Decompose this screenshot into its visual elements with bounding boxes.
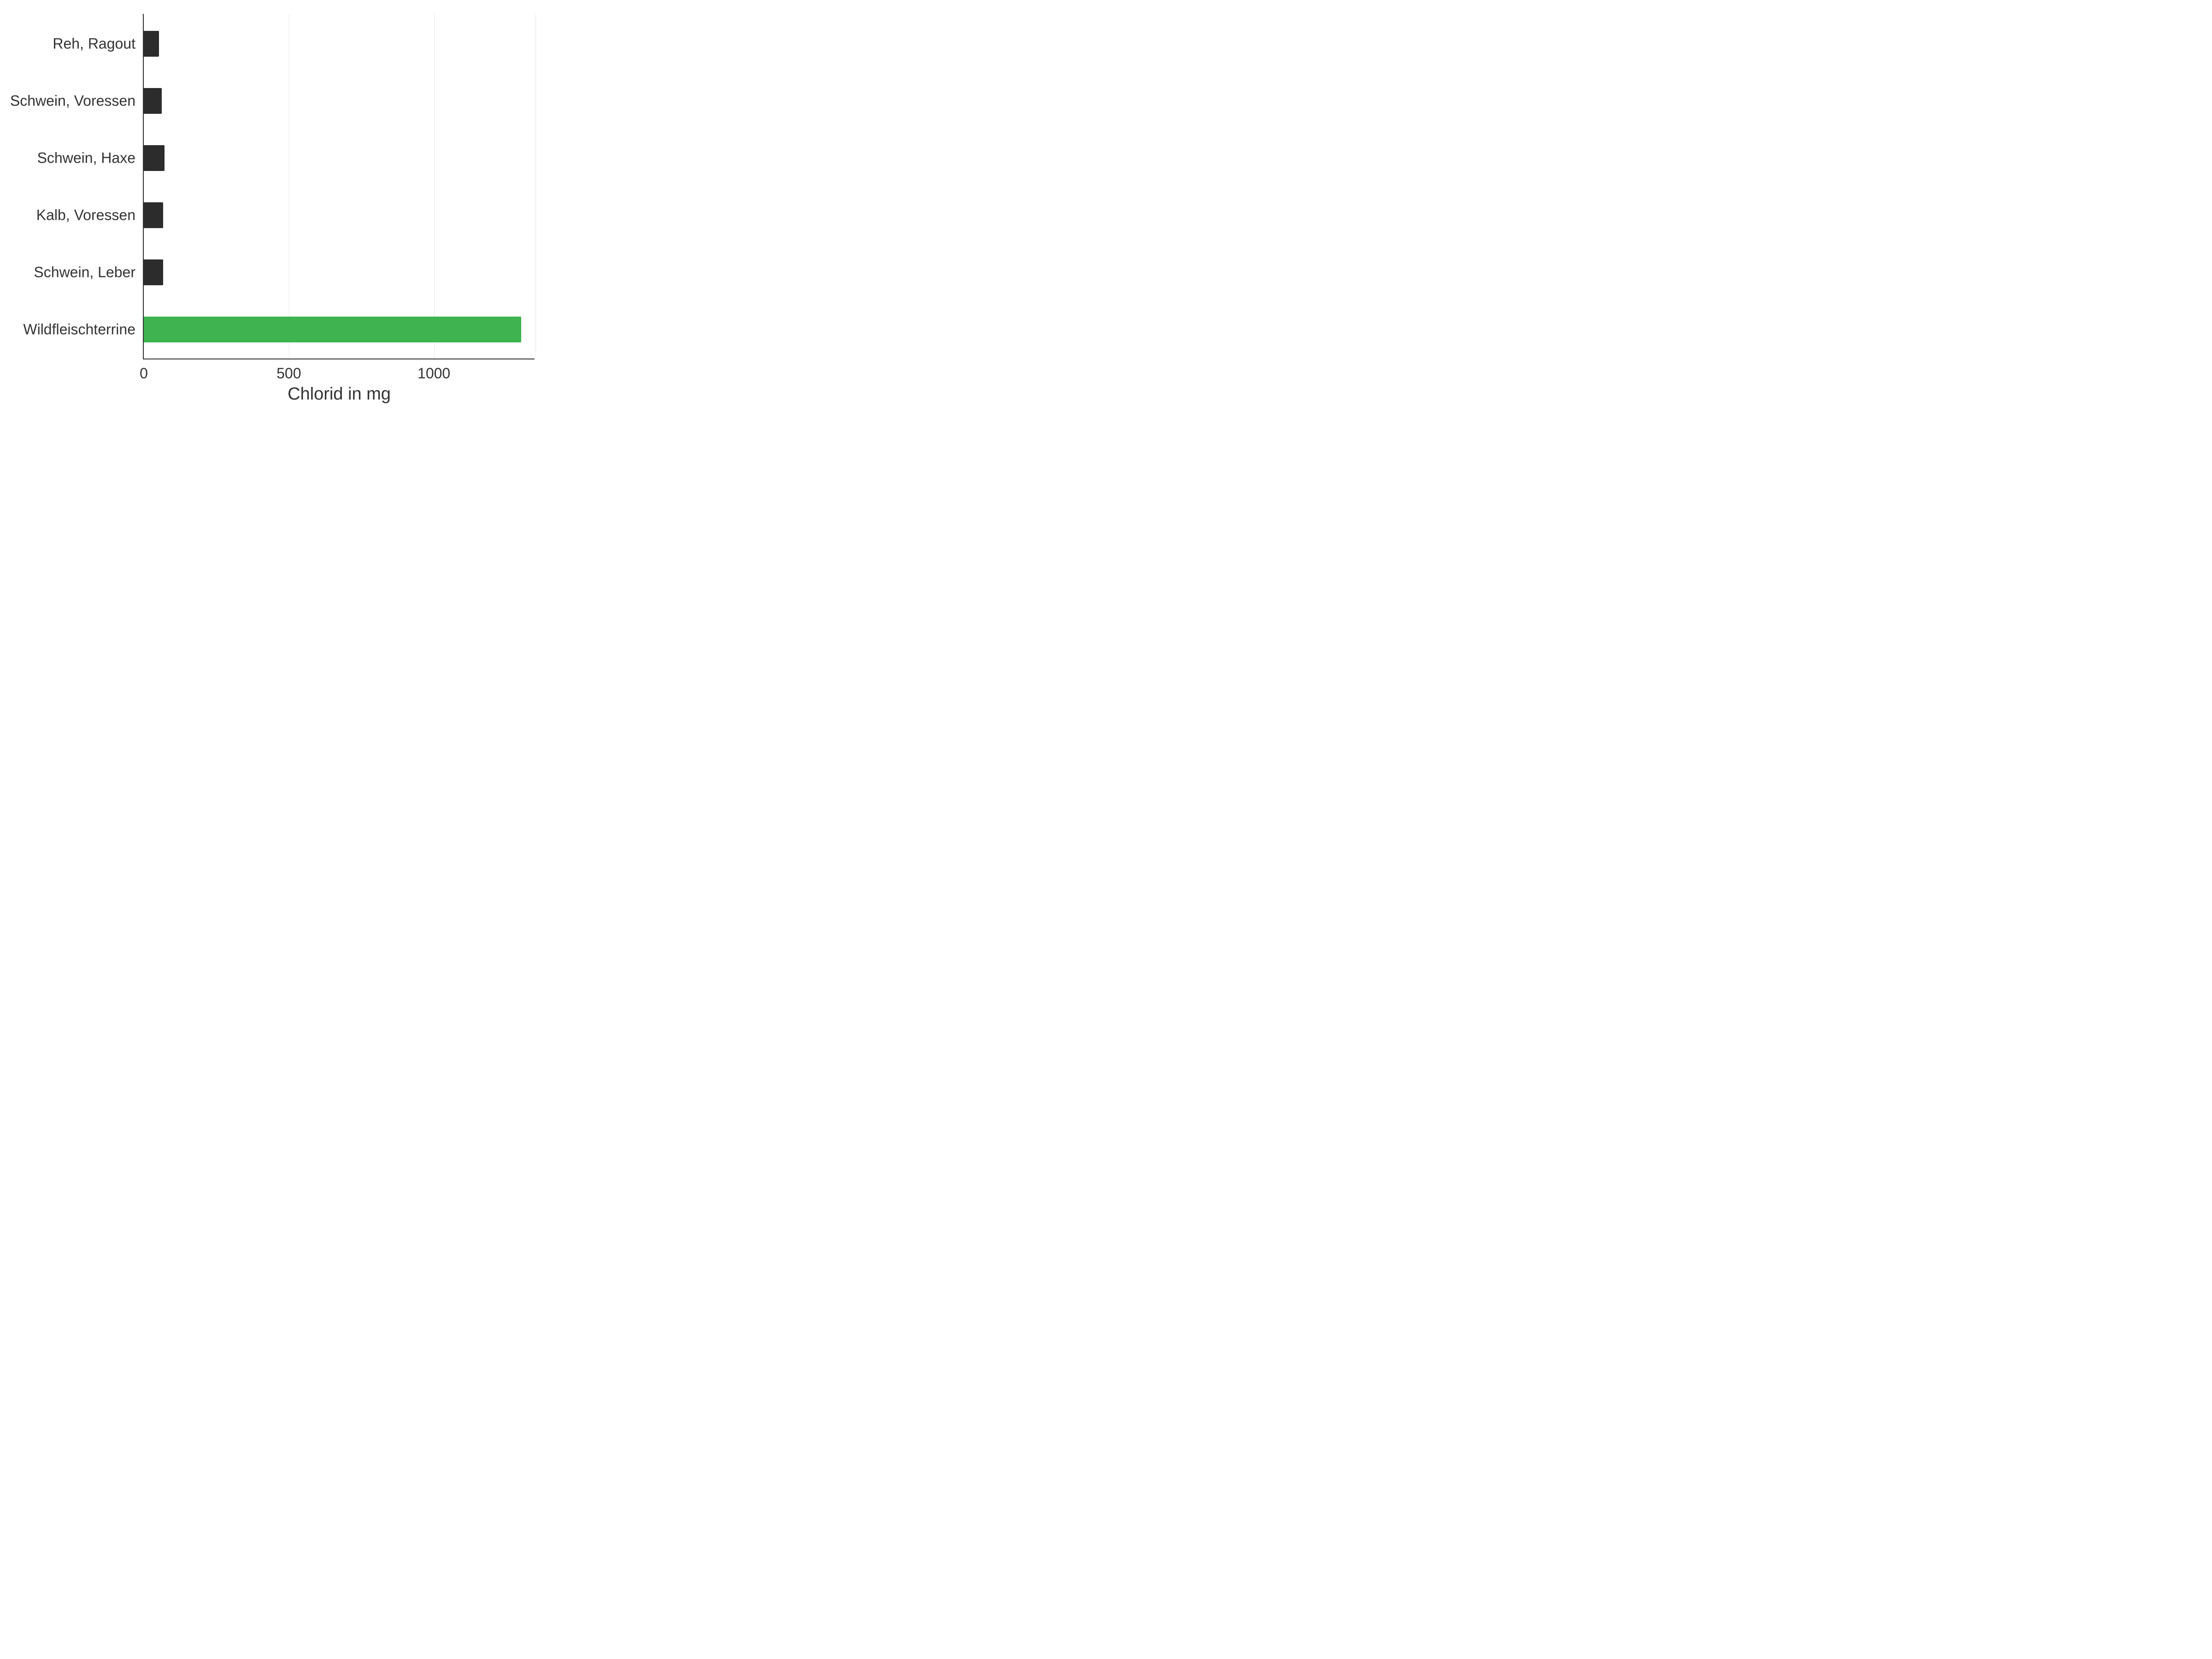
x-tick-label: 500	[276, 365, 301, 382]
grid-line	[434, 14, 435, 359]
x-axis-title: Chlorid in mg	[288, 384, 391, 404]
grid-line	[535, 14, 536, 359]
y-category-label: Kalb, Voressen	[36, 207, 135, 224]
y-category-label: Schwein, Haxe	[37, 150, 135, 167]
y-category-label: Reh, Ragout	[53, 35, 135, 53]
bar	[144, 145, 165, 171]
y-category-label: Wildfleischterrine	[23, 321, 135, 338]
bar	[144, 88, 162, 114]
chart-container: Chlorid in mg 0 500 1000 Reh, Ragout Schwein…	[0, 0, 553, 415]
bar	[144, 317, 521, 342]
y-category-label: Schwein, Voressen	[10, 93, 135, 110]
bar	[144, 202, 163, 228]
plot-area: Chlorid in mg 05001000Reh, RagoutSchwein…	[143, 14, 535, 359]
bar	[144, 259, 163, 285]
bar	[144, 31, 159, 57]
y-category-label: Schwein, Leber	[34, 264, 135, 281]
x-tick-label: 0	[140, 365, 148, 382]
x-tick-label: 1000	[418, 365, 450, 382]
